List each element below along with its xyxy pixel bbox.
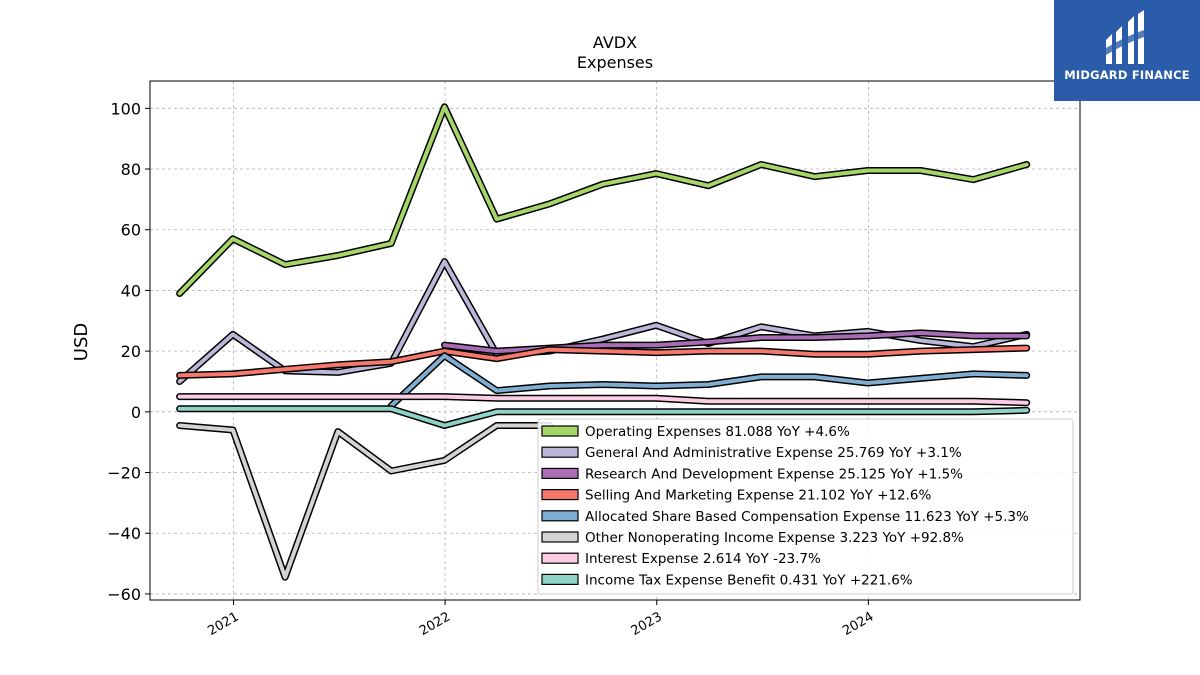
series-line-2	[176, 258, 1031, 385]
y-tick-label: 20	[121, 342, 141, 361]
plot-frame	[149, 80, 1081, 601]
brand-logo: MIDGARD FINANCE	[1054, 0, 1200, 101]
chart-subtitle: Expenses	[577, 53, 653, 72]
logo-text: MIDGARD FINANCE	[1064, 68, 1190, 82]
y-tick-label: −20	[107, 464, 141, 483]
legend-box	[537, 418, 1074, 595]
y-tick-label: −60	[107, 585, 141, 604]
legend-swatch	[541, 510, 579, 522]
series-stroke	[177, 394, 1029, 405]
logo-mark-icon	[1106, 10, 1144, 64]
y-axis-label: USD	[71, 323, 92, 361]
chart-title: AVDX	[593, 33, 637, 52]
series-stroke	[177, 259, 1029, 384]
y-tick-label: 0	[131, 403, 141, 422]
y-tick-label: −40	[107, 524, 141, 543]
y-tick-label: 80	[121, 160, 141, 179]
y-tick-label: 60	[121, 221, 141, 240]
legend-swatch	[541, 531, 579, 543]
series-stroke	[177, 406, 1029, 428]
series-stroke	[177, 423, 552, 580]
series-line-7	[176, 393, 1031, 407]
series-outline	[176, 258, 1031, 385]
legend-swatch	[541, 552, 579, 564]
series-stroke	[389, 353, 1029, 408]
legend-swatch	[541, 425, 579, 437]
legend-swatch	[541, 573, 579, 586]
series-line-1	[176, 103, 1031, 297]
x-tick-label: 2021	[205, 609, 241, 639]
y-tick-label: 100	[110, 99, 141, 118]
y-axis: −60 −40 −20 0 20 40 60 80 100	[107, 99, 150, 604]
series-line-6	[176, 422, 553, 581]
series-line-5	[387, 352, 1031, 410]
legend-entry: Interest Expense 2.614 YoY -23.7%	[585, 551, 821, 567]
legend-entry: General And Administrative Expense 25.76…	[585, 445, 962, 461]
legend-entry: Operating Expenses 81.088 YoY +4.6%	[585, 424, 850, 440]
legend-entry: Research And Development Expense 25.125 …	[585, 466, 963, 482]
x-axis: 2021 2022 2023 2024	[205, 600, 876, 639]
legend-entry: Other Nonoperating Income Expense 3.223 …	[585, 530, 964, 546]
series-outline	[176, 422, 553, 581]
series-line-8	[176, 405, 1031, 429]
series-lines	[176, 103, 1031, 581]
series-stroke	[177, 104, 1029, 296]
legend-entry: Allocated Share Based Compensation Expen…	[585, 509, 1029, 525]
legend-swatch	[541, 446, 579, 458]
y-tick-label: 40	[121, 281, 141, 300]
x-tick-label: 2023	[629, 609, 665, 639]
series-outline	[176, 103, 1031, 297]
legend-swatch	[541, 489, 579, 501]
x-tick-label: 2024	[840, 609, 876, 639]
x-tick-label: 2022	[417, 609, 453, 639]
legend: Operating Expenses 81.088 YoY +4.6% Gener…	[537, 418, 1074, 595]
legend-swatch	[541, 467, 579, 479]
series-line-4	[176, 344, 1031, 379]
legend-entry: Selling And Marketing Expense 21.102 YoY…	[585, 488, 931, 504]
series-stroke	[177, 346, 1029, 378]
legend-entry: Income Tax Expense Benefit 0.431 YoY +22…	[585, 572, 913, 588]
